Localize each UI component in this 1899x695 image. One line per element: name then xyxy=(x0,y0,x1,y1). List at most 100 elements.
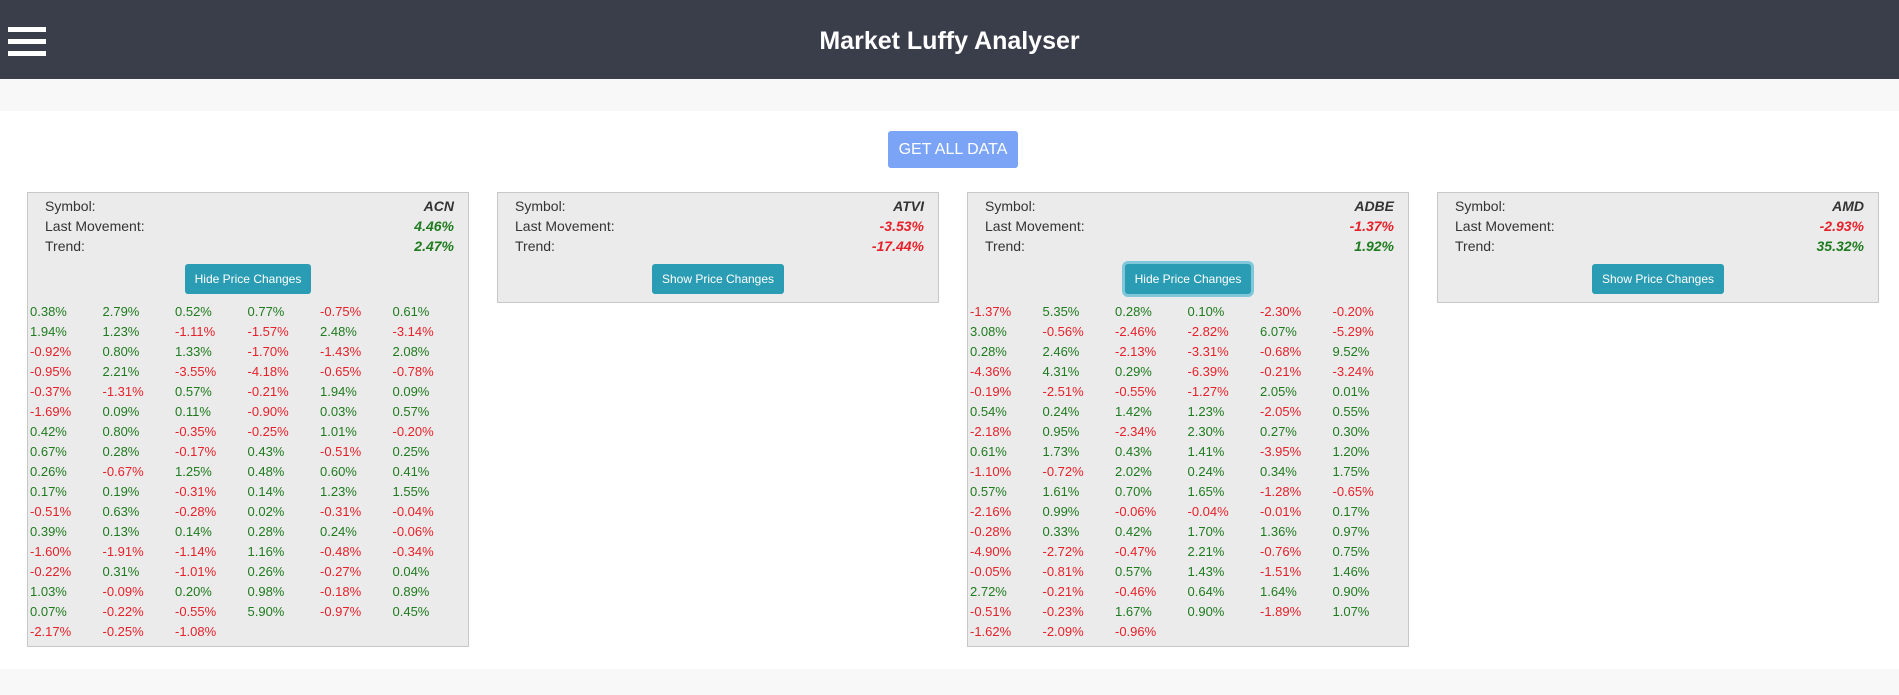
price-change-value: -2.51% xyxy=(1042,384,1084,399)
price-change-value: -3.31% xyxy=(1187,344,1229,359)
price-change-value: -1.70% xyxy=(247,344,289,359)
price-change-value: 0.24% xyxy=(320,524,357,539)
price-change-value: -0.21% xyxy=(1260,364,1302,379)
price-change-value: -1.57% xyxy=(247,324,289,339)
price-change-value: 0.34% xyxy=(1260,464,1297,479)
price-change-value: -0.75% xyxy=(320,304,362,319)
price-change-value: -0.04% xyxy=(392,504,434,519)
price-change-value: 0.57% xyxy=(1115,564,1152,579)
price-change-value: 5.90% xyxy=(247,604,285,619)
symbol-value: AMD xyxy=(1832,198,1864,214)
price-change-value: 0.09% xyxy=(102,404,140,419)
price-change-value: 0.41% xyxy=(392,464,430,479)
price-change-value: -0.27% xyxy=(320,564,362,579)
main-content: GET ALL DATA Symbol: ACN Last Movement: 4.4… xyxy=(0,111,1899,669)
price-change-value: -1.62% xyxy=(970,624,1012,639)
trend-row: Trend: 35.32% xyxy=(1438,236,1878,256)
last-movement-row: Last Movement: -3.53% xyxy=(498,216,938,236)
price-change-value: -1.27% xyxy=(1187,384,1229,399)
price-change-value: -0.35% xyxy=(175,424,217,439)
price-change-value: -0.21% xyxy=(1042,584,1084,599)
price-change-value: -0.76% xyxy=(1260,544,1302,559)
stock-card-amd: Symbol: AMD Last Movement: -2.93% Trend: 35.3… xyxy=(1437,192,1879,303)
price-change-value: 0.33% xyxy=(1042,524,1080,539)
price-change-value: 0.27% xyxy=(1260,424,1297,439)
price-change-value: -0.25% xyxy=(247,424,289,439)
price-change-value: -1.69% xyxy=(30,404,72,419)
app-header: Market Luffy Analyser xyxy=(0,0,1899,79)
price-change-value: 0.80% xyxy=(102,424,140,439)
last-movement-label: Last Movement: xyxy=(1455,218,1555,234)
price-change-value: -0.31% xyxy=(175,484,217,499)
price-change-value: 1.07% xyxy=(1332,604,1370,619)
price-change-value: 1.94% xyxy=(30,324,67,339)
trend-row: Trend: -17.44% xyxy=(498,236,938,256)
symbol-value: ACN xyxy=(423,198,454,214)
price-change-value: -2.16% xyxy=(970,504,1012,519)
price-change-value: -0.28% xyxy=(175,504,217,519)
price-change-value: -0.92% xyxy=(30,344,72,359)
price-change-value: 0.10% xyxy=(1187,304,1225,319)
price-change-value: 0.77% xyxy=(247,304,285,319)
price-change-value: 1.36% xyxy=(1260,524,1297,539)
toggle-wrapper: Show Price Changes xyxy=(498,256,938,302)
price-change-value: -0.06% xyxy=(392,524,434,539)
price-change-value: -1.37% xyxy=(970,304,1012,319)
hamburger-menu-icon[interactable] xyxy=(8,27,46,57)
price-change-value: 0.48% xyxy=(247,464,285,479)
last-movement-label: Last Movement: xyxy=(45,218,145,234)
trend-row: Trend: 2.47% xyxy=(28,236,468,256)
last-movement-row: Last Movement: -1.37% xyxy=(968,216,1408,236)
price-change-value: -4.36% xyxy=(970,364,1012,379)
price-change-value: 0.17% xyxy=(1332,504,1370,519)
price-change-value: 1.65% xyxy=(1187,484,1225,499)
price-change-value: -0.01% xyxy=(1260,504,1302,519)
price-change-value: -4.18% xyxy=(247,364,289,379)
price-change-value: 0.13% xyxy=(102,524,140,539)
price-change-value: -0.17% xyxy=(175,444,217,459)
show-price-changes-button[interactable]: Show Price Changes xyxy=(651,264,785,294)
hide-price-changes-button[interactable]: Hide Price Changes xyxy=(184,264,312,294)
price-change-value: 0.43% xyxy=(1115,444,1152,459)
price-change-value: -1.31% xyxy=(102,384,144,399)
price-change-value: -2.13% xyxy=(1115,344,1157,359)
price-change-value: 0.24% xyxy=(1042,404,1080,419)
price-change-value: 0.11% xyxy=(175,404,211,419)
price-change-value: 0.61% xyxy=(392,304,430,319)
show-price-changes-button[interactable]: Show Price Changes xyxy=(1591,264,1725,294)
price-change-value: 1.43% xyxy=(1187,564,1225,579)
trend-row: Trend: 1.92% xyxy=(968,236,1408,256)
price-change-value: -0.37% xyxy=(30,384,72,399)
price-change-value: 0.30% xyxy=(1332,424,1370,439)
price-change-value: 1.73% xyxy=(1042,444,1080,459)
price-change-value: -0.51% xyxy=(320,444,362,459)
get-all-data-button[interactable]: GET ALL DATA xyxy=(888,131,1018,168)
price-change-value: 0.60% xyxy=(320,464,357,479)
price-change-value: 0.70% xyxy=(1115,484,1152,499)
price-change-value: -2.05% xyxy=(1260,404,1302,419)
price-change-value: -0.09% xyxy=(102,584,144,599)
price-change-value: -0.97% xyxy=(320,604,362,619)
price-change-value: 1.25% xyxy=(175,464,212,479)
symbol-label: Symbol: xyxy=(985,198,1036,214)
price-change-value: -0.19% xyxy=(970,384,1012,399)
price-change-value: 0.89% xyxy=(392,584,430,599)
price-change-value: -0.68% xyxy=(1260,344,1302,359)
price-change-value: 1.94% xyxy=(320,384,357,399)
toggle-wrapper: Hide Price Changes xyxy=(28,256,468,302)
price-change-value: 0.39% xyxy=(30,524,67,539)
price-change-value: 0.57% xyxy=(175,384,212,399)
trend-value: -17.44% xyxy=(871,238,924,254)
price-change-value: 0.17% xyxy=(30,484,67,499)
hide-price-changes-button[interactable]: Hide Price Changes xyxy=(1124,264,1252,294)
price-change-value: 0.04% xyxy=(392,564,430,579)
price-change-value: 1.70% xyxy=(1187,524,1225,539)
price-change-value: 0.28% xyxy=(1115,304,1152,319)
price-change-value: -0.20% xyxy=(392,424,434,439)
price-change-value: -1.60% xyxy=(30,544,72,559)
price-change-value: 1.23% xyxy=(102,324,140,339)
price-change-value: 0.25% xyxy=(392,444,430,459)
price-change-value: 0.57% xyxy=(970,484,1007,499)
price-changes-list: -1.37% 5.35% 0.28% 0.10% -2.30% -0.20% 3.08% -0… xyxy=(968,302,1408,646)
price-change-value: 0.14% xyxy=(175,524,212,539)
